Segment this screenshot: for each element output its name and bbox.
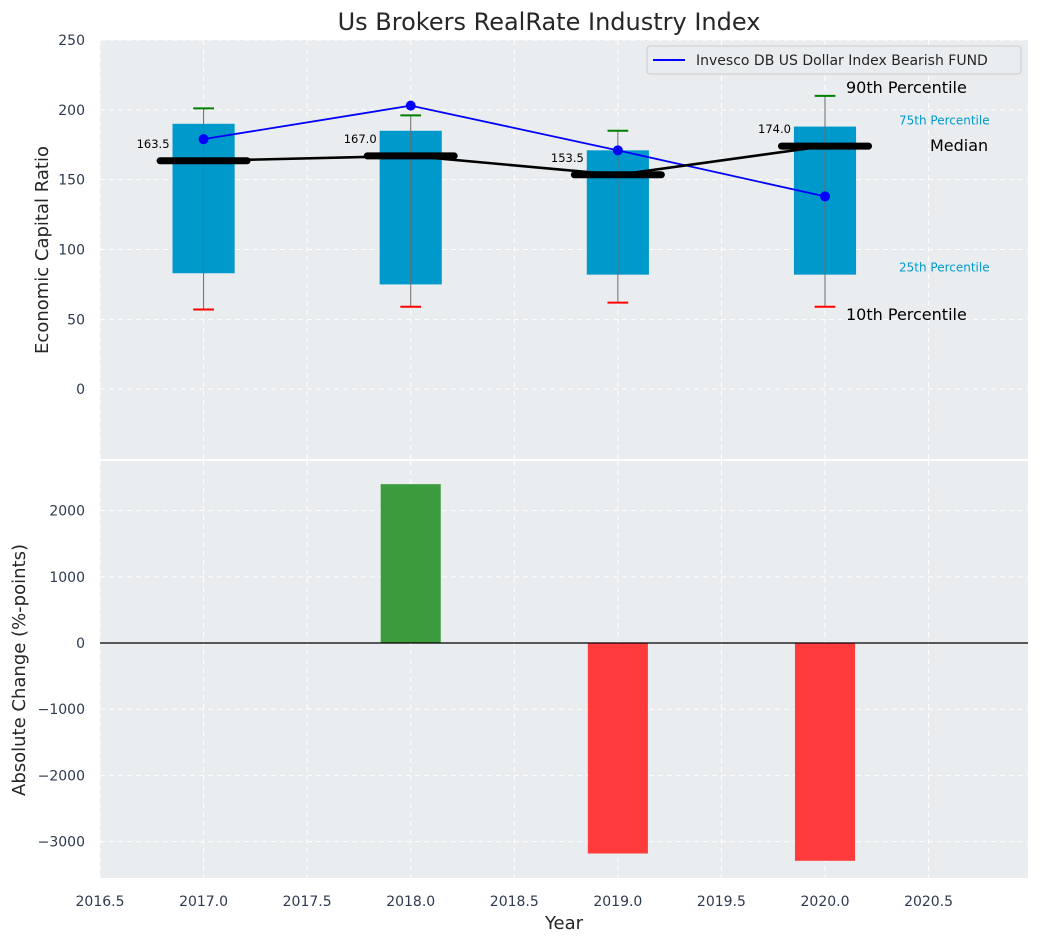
box-plot-panel: 0 50 100 150 200 250 163.5 167.0 153.5 174.0 90t… bbox=[32, 33, 1028, 459]
median-value-label-2019: 153.5 bbox=[551, 151, 584, 165]
bottom-y-axis-label: Absolute Change (%-points) bbox=[9, 544, 30, 796]
bottom-y-tick-label: −2000 bbox=[38, 768, 85, 784]
top-y-axis-label: Economic Capital Ratio bbox=[32, 146, 53, 354]
top-y-tick-label: 200 bbox=[58, 103, 85, 119]
x-axis-label: Year bbox=[544, 913, 584, 934]
top-y-ticks: 0 50 100 150 200 250 bbox=[58, 33, 85, 398]
bottom-y-tick-label: 2000 bbox=[49, 504, 85, 520]
median-value-label-2020: 174.0 bbox=[758, 122, 791, 136]
boxes bbox=[172, 94, 857, 311]
annotation-75th-percentile: 75th Percentile bbox=[899, 114, 990, 128]
fund-point-2019 bbox=[612, 145, 623, 156]
legend-label-fund: Invesco DB US Dollar Index Bearish FUND bbox=[696, 53, 988, 69]
annotation-10th-percentile: 10th Percentile bbox=[846, 305, 967, 324]
bottom-y-tick-label: −3000 bbox=[38, 835, 85, 851]
top-y-tick-label: 50 bbox=[67, 312, 85, 328]
median-value-label-2017: 163.5 bbox=[137, 137, 170, 151]
legend: Invesco DB US Dollar Index Bearish FUND bbox=[646, 45, 1022, 75]
percentile-annotations: 90th Percentile 75th Percentile Median 2… bbox=[846, 78, 990, 324]
x-tick-label: 2017.0 bbox=[179, 894, 228, 910]
x-tick-label: 2018.0 bbox=[386, 894, 435, 910]
fund-point-2017 bbox=[198, 134, 209, 145]
annotation-90th-percentile: 90th Percentile bbox=[846, 78, 967, 97]
median-line-path bbox=[203, 144, 826, 177]
change-bar-2020 bbox=[794, 643, 856, 861]
annotation-median: Median bbox=[930, 136, 988, 155]
top-y-tick-label: 100 bbox=[58, 243, 85, 259]
x-tick-label: 2018.5 bbox=[490, 894, 539, 910]
top-y-tick-label: 0 bbox=[76, 382, 85, 398]
fund-point-2020 bbox=[820, 191, 830, 202]
x-tick-label: 2016.5 bbox=[76, 894, 125, 910]
change-bar-2018 bbox=[380, 484, 441, 644]
legend-box bbox=[646, 45, 1022, 75]
chart-title: Us Brokers RealRate Industry Index bbox=[338, 8, 761, 36]
fund-series bbox=[198, 100, 830, 202]
median-series: 163.5 167.0 153.5 174.0 bbox=[137, 122, 872, 179]
top-y-tick-label: 250 bbox=[58, 33, 85, 49]
x-ticks: 2016.5 2017.0 2017.5 2018.0 2018.5 2019.0 2019… bbox=[76, 894, 954, 910]
x-tick-label: 2020.5 bbox=[904, 894, 953, 910]
annotation-25th-percentile: 25th Percentile bbox=[899, 261, 990, 275]
bottom-y-tick-label: −1000 bbox=[38, 702, 85, 718]
bottom-plot-area bbox=[100, 461, 1028, 878]
fund-line-path bbox=[203, 104, 826, 198]
bottom-y-ticks: −3000 −2000 −1000 0 1000 2000 bbox=[38, 504, 85, 851]
x-tick-label: 2017.5 bbox=[283, 894, 332, 910]
fund-point-2018 bbox=[405, 100, 416, 111]
top-y-tick-label: 150 bbox=[58, 173, 85, 189]
x-tick-label: 2020.0 bbox=[801, 894, 850, 910]
x-tick-label: 2019.5 bbox=[697, 894, 746, 910]
bottom-y-tick-label: 1000 bbox=[49, 570, 85, 586]
median-value-label-2018: 167.0 bbox=[344, 132, 377, 146]
bottom-y-tick-label: 0 bbox=[76, 636, 85, 652]
change-bars bbox=[380, 484, 856, 861]
change-bar-2019 bbox=[587, 643, 648, 854]
x-tick-label: 2019.0 bbox=[593, 894, 642, 910]
